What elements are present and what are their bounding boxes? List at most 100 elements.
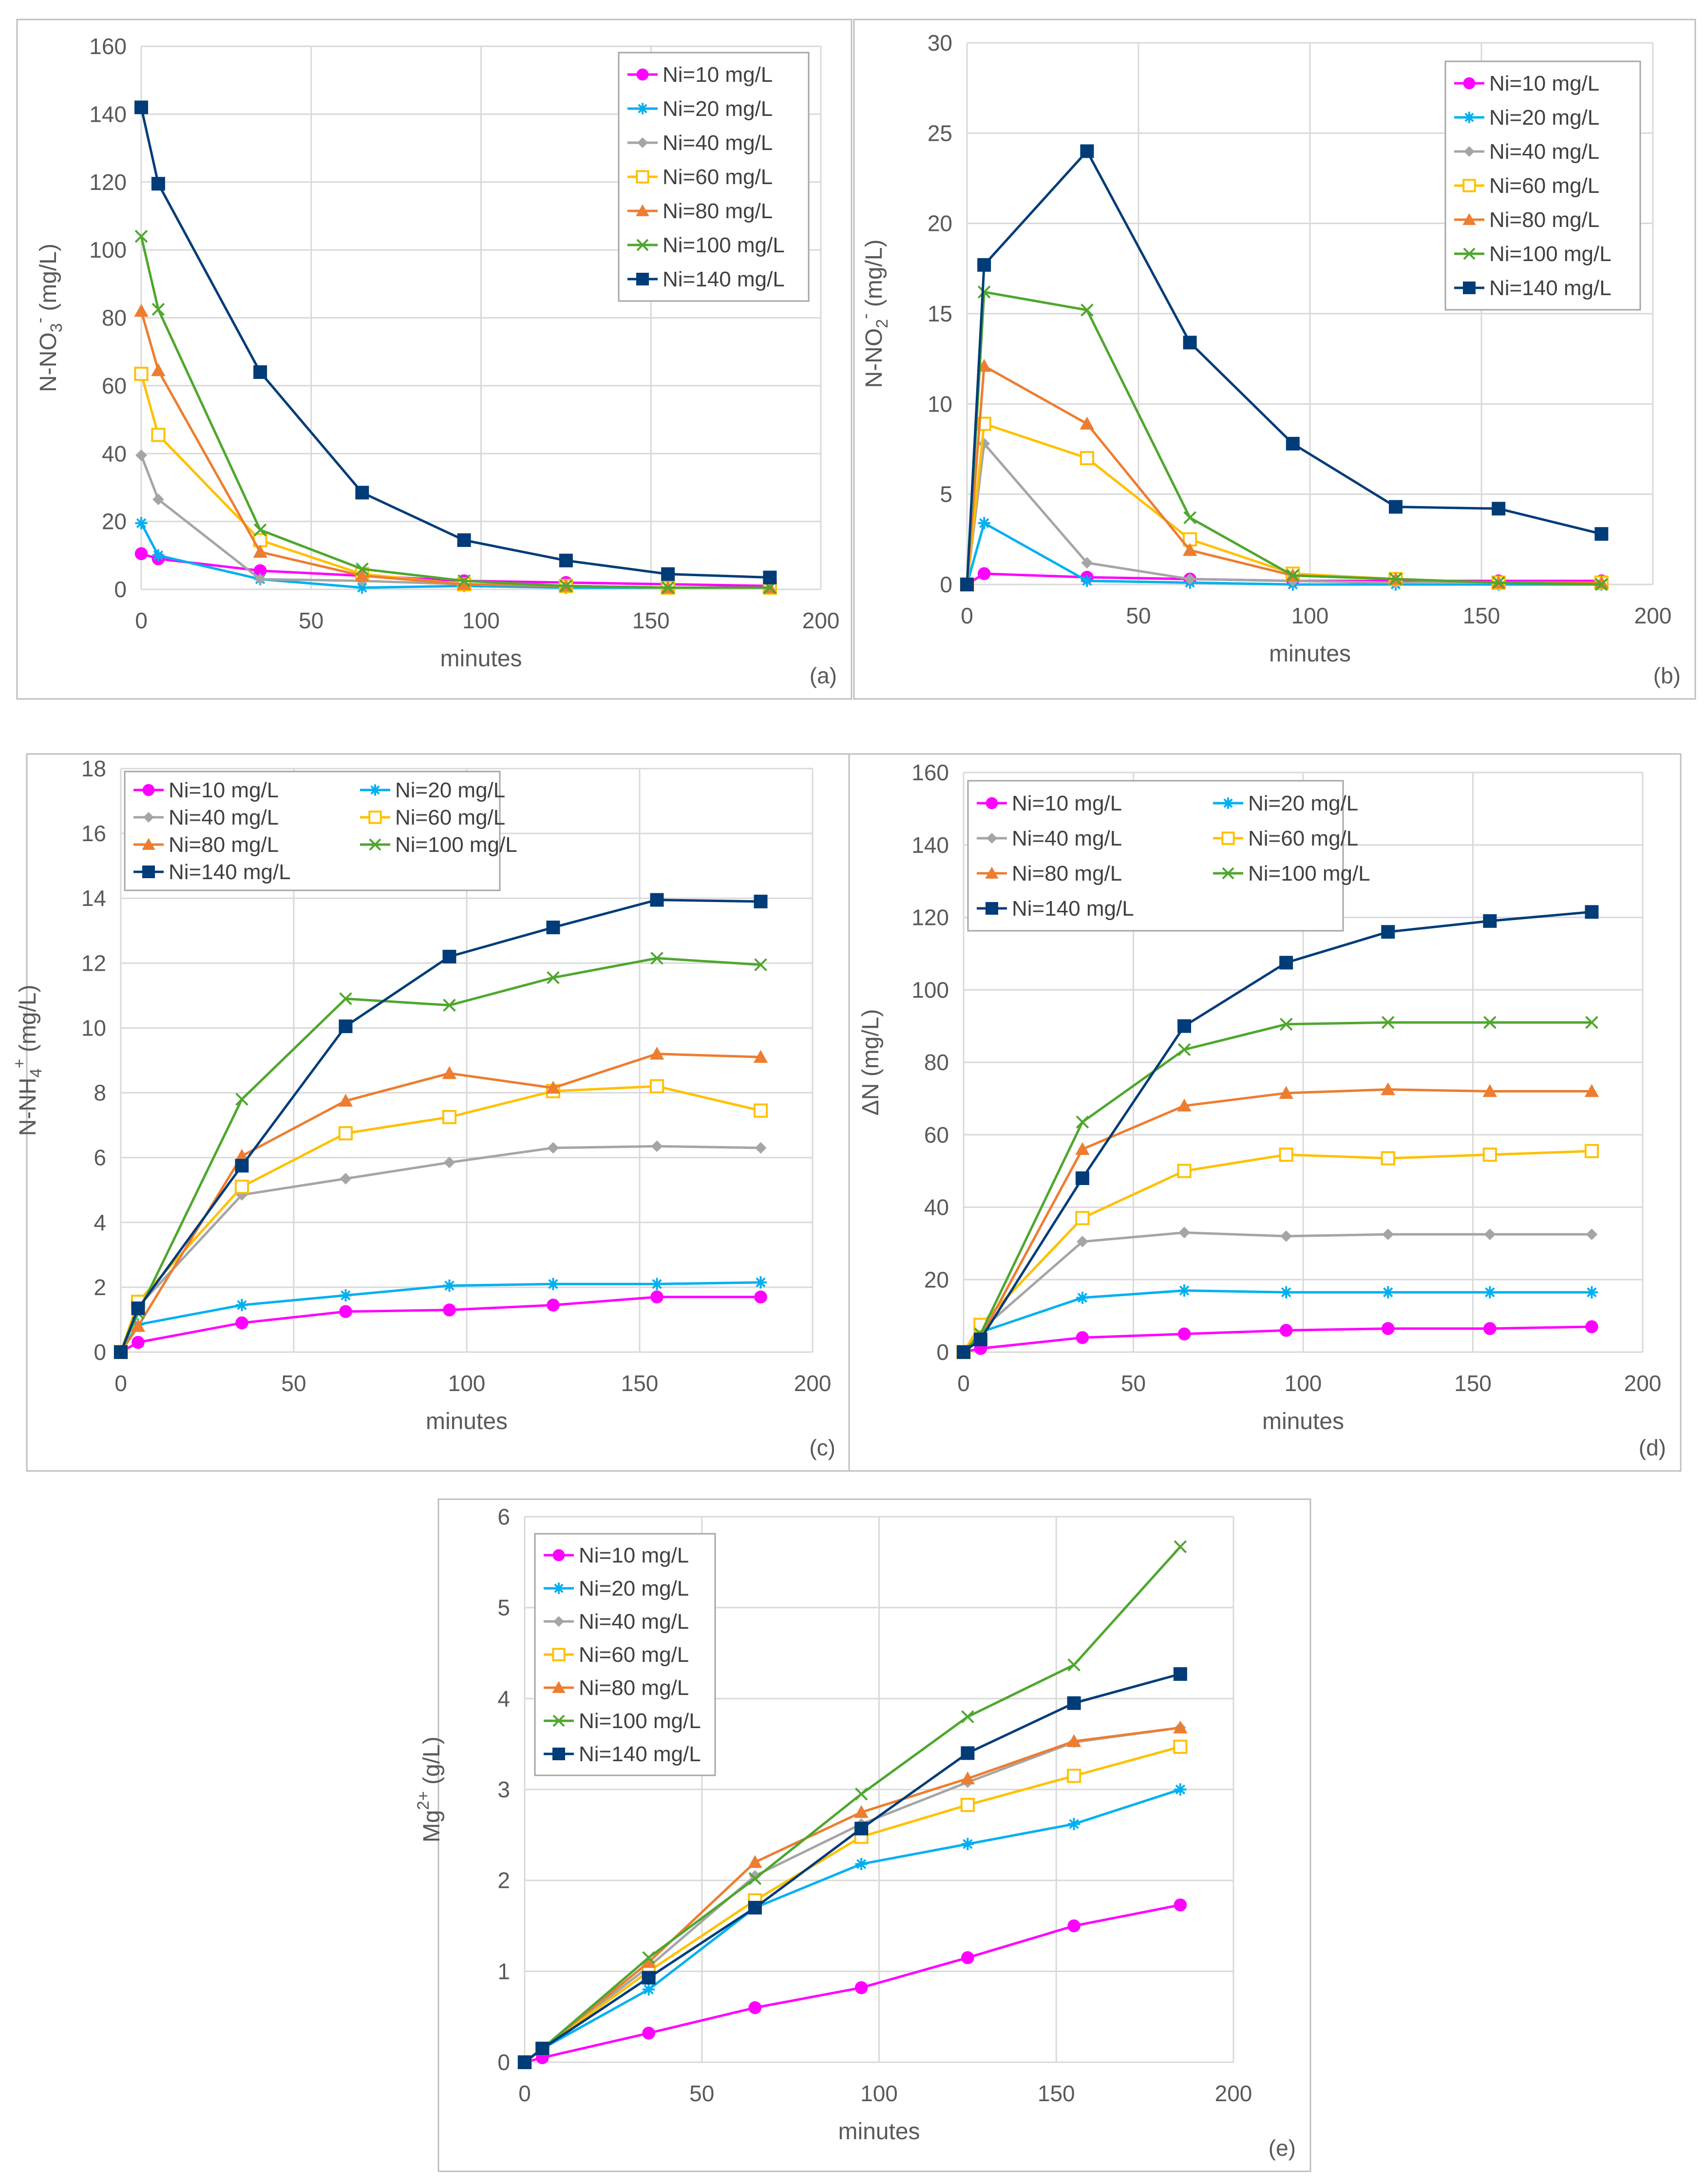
data-point — [1382, 1286, 1394, 1299]
data-point — [977, 285, 991, 299]
data-point — [754, 1276, 767, 1289]
legend-label: Ni=20 mg/L — [663, 97, 773, 121]
legend-box — [967, 780, 1344, 932]
y-tick-label: 0 — [940, 572, 952, 597]
legend-label: Ni=140 mg/L — [1012, 897, 1134, 921]
series-ni100 — [114, 952, 767, 1359]
data-point — [1080, 144, 1094, 158]
data-point — [961, 1746, 975, 1760]
data-point — [1075, 1171, 1089, 1185]
data-point — [1595, 578, 1608, 591]
data-point — [650, 1278, 663, 1290]
data-point — [763, 570, 777, 584]
series-ni140 — [957, 905, 1599, 1359]
data-point — [339, 992, 352, 1005]
data-point — [131, 1301, 145, 1316]
data-point — [1080, 416, 1095, 430]
data-point — [661, 581, 675, 594]
legend-item-ni100: Ni=100 mg/L — [1213, 862, 1370, 885]
x-tick-label: 150 — [1454, 1371, 1492, 1396]
series-ni40 — [115, 1140, 767, 1358]
legend-item-ni60: Ni=60 mg/L — [627, 165, 773, 189]
data-point — [443, 998, 456, 1012]
x-tick-label: 150 — [632, 608, 670, 633]
y-tick-label: 160 — [89, 34, 127, 59]
data-point — [1066, 1734, 1081, 1747]
series-line — [524, 1903, 1181, 2064]
data-point — [1068, 1818, 1080, 1830]
legend-item-ni80: Ni=80 mg/L — [977, 862, 1122, 885]
data-point — [1067, 1696, 1081, 1710]
legend-marker — [553, 1582, 565, 1594]
series-ni10 — [114, 1290, 767, 1359]
y-tick-label: 100 — [911, 977, 949, 1002]
data-point — [1067, 1919, 1080, 1933]
data-point — [1381, 1016, 1395, 1029]
legend-marker — [369, 784, 381, 796]
series-line — [119, 899, 761, 1353]
data-point — [753, 1103, 768, 1118]
y-tick-label: 0 — [94, 1339, 106, 1365]
data-point — [518, 2055, 531, 2069]
legend-item-ni20: Ni=20 mg/L — [360, 778, 505, 802]
legend-item-ni40: Ni=40 mg/L — [977, 827, 1122, 850]
x-axis-label: minutes — [1262, 1409, 1344, 1434]
legend-label: Ni=20 mg/L — [395, 778, 505, 802]
data-point — [1483, 1016, 1497, 1029]
data-point — [1177, 1098, 1192, 1112]
data-point — [547, 1299, 560, 1312]
y-tick-label: 60 — [102, 373, 127, 398]
y-tick-label: 80 — [924, 1050, 949, 1075]
data-point — [1178, 1284, 1191, 1297]
legend-item-ni10: Ni=10 mg/L — [1454, 72, 1599, 95]
data-point — [960, 1771, 975, 1785]
legend-marker — [142, 838, 155, 850]
legend-marker — [636, 273, 649, 285]
data-point — [254, 573, 266, 585]
legend-label: Ni=100 mg/L — [395, 833, 517, 857]
legend-item-ni10: Ni=10 mg/L — [544, 1544, 689, 1567]
data-point — [1075, 1142, 1090, 1155]
data-point — [1381, 1082, 1395, 1095]
y-tick-label: 20 — [924, 1267, 949, 1292]
y-tick-label: 10 — [928, 391, 952, 416]
data-point — [1279, 956, 1293, 970]
legend-marker — [1462, 213, 1476, 225]
x-tick-label: 0 — [961, 603, 973, 628]
data-point — [755, 1142, 767, 1154]
legend-marker — [368, 810, 382, 824]
data-point — [1482, 1084, 1497, 1097]
data-point — [754, 958, 767, 971]
series-line — [963, 1325, 1592, 1354]
data-point — [443, 1156, 455, 1168]
x-tick-label: 0 — [135, 608, 148, 633]
data-point — [1279, 1086, 1293, 1099]
data-point — [960, 578, 974, 591]
data-point — [1492, 576, 1505, 589]
legend-marker — [636, 170, 649, 184]
data-point — [1080, 451, 1095, 466]
data-point — [547, 1278, 560, 1290]
legend-item-ni80: Ni=80 mg/L — [544, 1676, 689, 1700]
data-point — [1286, 569, 1300, 582]
legend-marker — [143, 811, 154, 823]
data-point — [457, 533, 471, 547]
legend-marker — [1463, 77, 1476, 90]
series-line — [524, 1673, 1181, 2063]
legend-label: Ni=140 mg/L — [579, 1742, 701, 1766]
legend-item-ni40: Ni=40 mg/L — [133, 806, 279, 829]
data-point — [754, 894, 768, 908]
data-point — [1585, 1320, 1598, 1334]
legend-marker — [552, 1714, 565, 1727]
data-point — [1183, 336, 1197, 350]
data-point — [134, 303, 149, 317]
data-point — [1182, 543, 1197, 556]
legend-label: Ni=20 mg/L — [579, 1577, 689, 1600]
chart-panel-b: 0 5 10 15 20 25 30 0 50 100 150 200 minutes N-NO2- (m… — [853, 19, 1696, 700]
x-tick-label: 150 — [621, 1371, 659, 1396]
legend-item-ni140: Ni=140 mg/L — [1454, 276, 1611, 300]
legend-item-ni80: Ni=80 mg/L — [133, 833, 279, 857]
legend-item-ni20: Ni=20 mg/L — [627, 97, 773, 121]
data-point — [1177, 1019, 1192, 1033]
data-point — [1177, 1327, 1191, 1341]
